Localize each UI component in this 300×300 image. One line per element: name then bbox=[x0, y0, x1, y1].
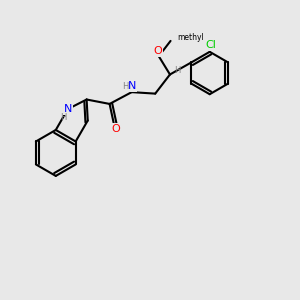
Text: N: N bbox=[128, 81, 136, 91]
Text: N: N bbox=[64, 104, 72, 114]
Text: H: H bbox=[60, 113, 67, 122]
Text: O: O bbox=[111, 124, 120, 134]
Text: Cl: Cl bbox=[206, 40, 217, 50]
Text: O: O bbox=[153, 46, 162, 56]
Text: methyl: methyl bbox=[177, 33, 204, 42]
Text: H: H bbox=[174, 66, 181, 75]
Text: H: H bbox=[122, 82, 128, 91]
